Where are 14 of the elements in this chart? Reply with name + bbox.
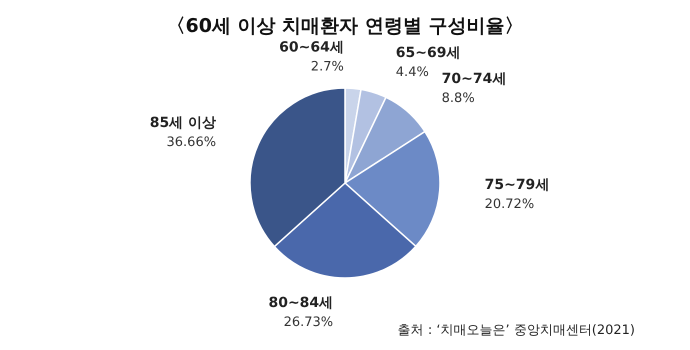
data-label: 20.72%	[484, 197, 534, 212]
slice-label: 75~79세	[484, 177, 550, 194]
slice-label: 65~69세	[396, 45, 460, 62]
slice-label: 85세 이상	[150, 114, 216, 131]
slice-label: 80~84세	[268, 295, 334, 311]
data-label: 8.8%	[442, 90, 475, 106]
data-label: 2.7%	[310, 59, 344, 74]
data-label: 26.73%	[284, 315, 334, 330]
slice-label: 70~74세	[442, 70, 506, 87]
data-label: 36.66%	[166, 134, 216, 150]
chart-title: 〈60세 이상 치매환자 연령별 구성비율〉	[166, 15, 524, 37]
source-note: 출처 : ‘치매오늘은’ 중앙치매센터(2021)	[398, 323, 635, 338]
data-label: 4.4%	[396, 65, 429, 80]
slice-label: 60~64세	[279, 39, 344, 56]
